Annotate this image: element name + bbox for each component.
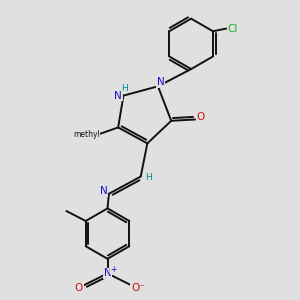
Text: O⁻: O⁻ xyxy=(131,283,145,293)
Text: O: O xyxy=(75,283,83,293)
Text: N: N xyxy=(100,186,107,196)
Text: H: H xyxy=(122,84,128,93)
Text: methyl: methyl xyxy=(73,130,100,139)
Text: Cl: Cl xyxy=(228,24,238,34)
Text: +: + xyxy=(110,265,117,274)
Text: N: N xyxy=(157,77,164,87)
Text: H: H xyxy=(145,173,152,182)
Text: N: N xyxy=(104,268,111,278)
Text: O: O xyxy=(197,112,205,122)
Text: N: N xyxy=(114,91,122,100)
